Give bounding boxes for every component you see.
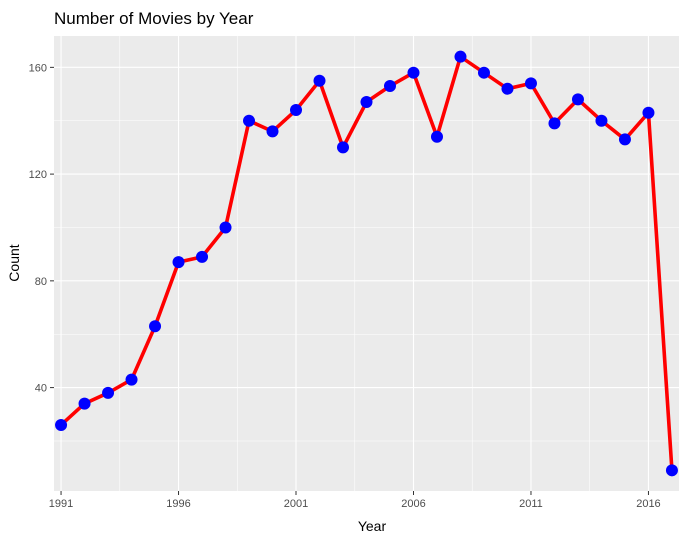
data-point	[360, 96, 373, 109]
y-tick-label: 120	[29, 169, 47, 181]
data-point	[407, 66, 420, 79]
data-point	[55, 418, 68, 431]
y-tick-label: 80	[35, 276, 47, 288]
data-point	[266, 125, 279, 138]
y-axis: 40 80 120 160	[29, 62, 54, 395]
x-tick-label: 2016	[636, 498, 660, 510]
data-point	[243, 114, 256, 127]
data-point	[125, 373, 138, 386]
data-point	[595, 114, 608, 127]
series-points-group	[55, 50, 678, 477]
x-tick-label: 1991	[49, 498, 73, 510]
data-point	[337, 141, 350, 154]
data-point	[383, 80, 396, 93]
data-point	[618, 133, 631, 146]
data-point	[196, 250, 209, 263]
data-point	[313, 74, 326, 87]
y-tick-label: 40	[35, 383, 47, 395]
data-point	[149, 320, 162, 333]
data-point	[477, 66, 490, 79]
x-axis-title: Year	[358, 518, 387, 534]
x-tick-label: 2001	[284, 498, 308, 510]
data-point	[172, 256, 185, 269]
data-point	[430, 130, 443, 143]
data-point	[571, 93, 584, 106]
data-point	[78, 397, 91, 410]
data-point	[665, 464, 678, 477]
data-point	[548, 117, 561, 130]
data-point	[102, 386, 115, 399]
data-point	[642, 106, 655, 119]
y-tick-label: 160	[29, 62, 47, 74]
data-point	[219, 221, 232, 234]
data-point	[454, 50, 467, 63]
x-tick-label: 2011	[519, 498, 543, 510]
chart-title: Number of Movies by Year	[54, 9, 254, 28]
y-axis-title: Count	[6, 244, 22, 281]
plot-panel	[54, 36, 679, 491]
x-axis: 1991 1996 2001 2006 2011 2016	[49, 491, 661, 510]
data-point	[524, 77, 537, 90]
grid-minor	[54, 36, 679, 491]
x-tick-label: 1996	[166, 498, 190, 510]
x-tick-label: 2006	[401, 498, 425, 510]
data-point	[290, 104, 303, 117]
data-point	[501, 82, 514, 95]
